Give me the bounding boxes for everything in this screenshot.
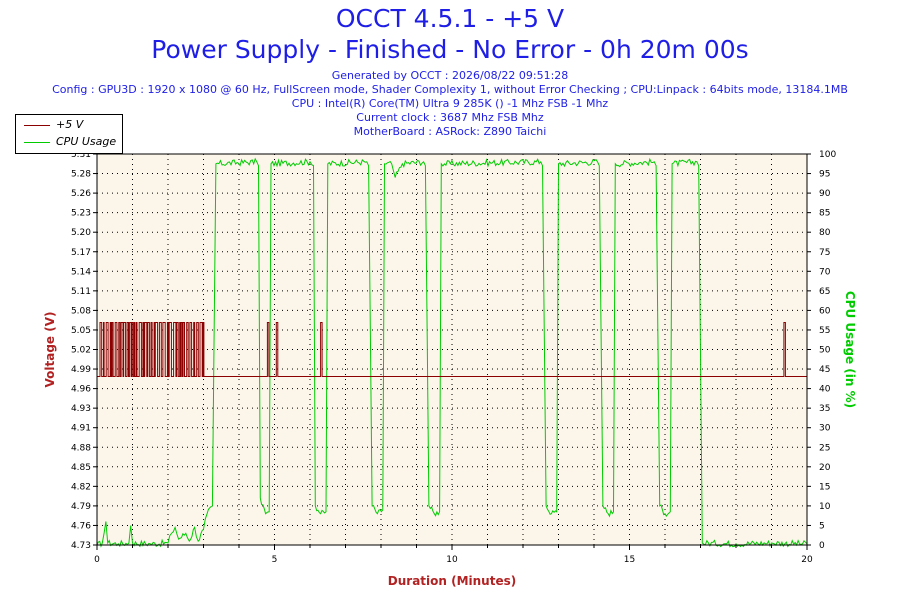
legend-label-cpu: CPU Usage [56, 135, 117, 148]
right-tick-label: 85 [819, 209, 830, 219]
right-tick-label: 45 [819, 365, 830, 375]
right-tick-label: 100 [819, 150, 836, 160]
left-tick-label: 4.96 [71, 385, 91, 395]
plot-frame [96, 153, 808, 546]
right-tick-label: 15 [819, 482, 830, 492]
left-tick-label: 4.85 [71, 463, 91, 473]
left-tick-label: 4.91 [71, 424, 91, 434]
series-line-voltage [96, 322, 807, 377]
right-tick-label: 0 [819, 541, 825, 551]
right-tick-label: 20 [819, 463, 831, 473]
clock-info: Current clock : 3687 Mhz FSB Mhz [356, 111, 544, 124]
x-tick-label: 0 [94, 555, 100, 565]
right-tick-label: 60 [819, 306, 831, 316]
legend-item-voltage: +5 V [16, 117, 122, 133]
cpu-info: CPU : Intel(R) Core(TM) Ultra 9 285K () … [291, 97, 609, 110]
left-tick-label: 4.76 [71, 521, 91, 531]
left-tick-label: 4.88 [71, 443, 91, 453]
generated-info: Generated by OCCT : 2026/08/22 09:51:28 [331, 69, 569, 82]
left-tick-label: 5.02 [71, 346, 91, 356]
left-tick-label: 5.05 [71, 326, 91, 336]
series-line-cpu-usage [96, 157, 808, 548]
left-axis-title: Voltage (V) [43, 312, 57, 388]
right-axis-title: CPU Usage (in %) [843, 291, 857, 408]
left-tick-label: 4.82 [71, 482, 91, 492]
right-tick-label: 30 [819, 424, 831, 434]
right-tick-label: 5 [819, 521, 825, 531]
chart-subtitle: Power Supply - Finished - No Error - 0h … [151, 35, 749, 64]
left-tick-label: 5.14 [71, 267, 91, 277]
left-tick-label: 5.28 [71, 170, 91, 180]
left-tick-label: 5.08 [71, 306, 91, 316]
legend-swatch-cpu [24, 142, 50, 143]
left-tick-label: 4.73 [71, 541, 91, 551]
left-tick-label: 5.26 [71, 189, 91, 199]
left-tick-label: 4.79 [71, 502, 91, 512]
x-tick-label: 10 [446, 555, 458, 565]
right-tick-label: 55 [819, 326, 830, 336]
config-info: Config : GPU3D : 1920 x 1080 @ 60 Hz, Fu… [52, 83, 848, 96]
right-tick-label: 75 [819, 248, 830, 258]
left-tick-label: 5.11 [71, 287, 91, 297]
left-tick-label: 4.99 [71, 365, 91, 375]
legend: +5 V CPU Usage [15, 114, 123, 154]
left-tick-label: 5.23 [71, 209, 91, 219]
right-tick-label: 80 [819, 228, 831, 238]
right-tick-label: 25 [819, 443, 830, 453]
right-tick-label: 35 [819, 404, 830, 414]
left-tick-label: 5.17 [71, 248, 91, 258]
chart-title: OCCT 4.5.1 - +5 V [335, 4, 565, 33]
right-tick-label: 65 [819, 287, 830, 297]
left-tick-label: 5.20 [71, 228, 91, 238]
x-axis-title: Duration (Minutes) [388, 574, 516, 588]
right-tick-label: 70 [819, 267, 831, 277]
right-tick-label: 90 [819, 189, 831, 199]
right-tick-label: 95 [819, 170, 830, 180]
x-tick-label: 15 [624, 555, 635, 565]
legend-label-voltage: +5 V [56, 118, 84, 131]
right-tick-label: 50 [819, 346, 831, 356]
x-tick-label: 20 [801, 555, 813, 565]
left-tick-label: 5.31 [71, 150, 91, 160]
left-tick-label: 4.93 [71, 404, 91, 414]
legend-swatch-voltage [24, 125, 50, 126]
x-tick-label: 5 [272, 555, 278, 565]
right-tick-label: 40 [819, 385, 831, 395]
right-tick-label: 10 [819, 502, 831, 512]
motherboard-info: MotherBoard : ASRock: Z890 Taichi [353, 125, 547, 138]
legend-item-cpu: CPU Usage [16, 134, 122, 150]
